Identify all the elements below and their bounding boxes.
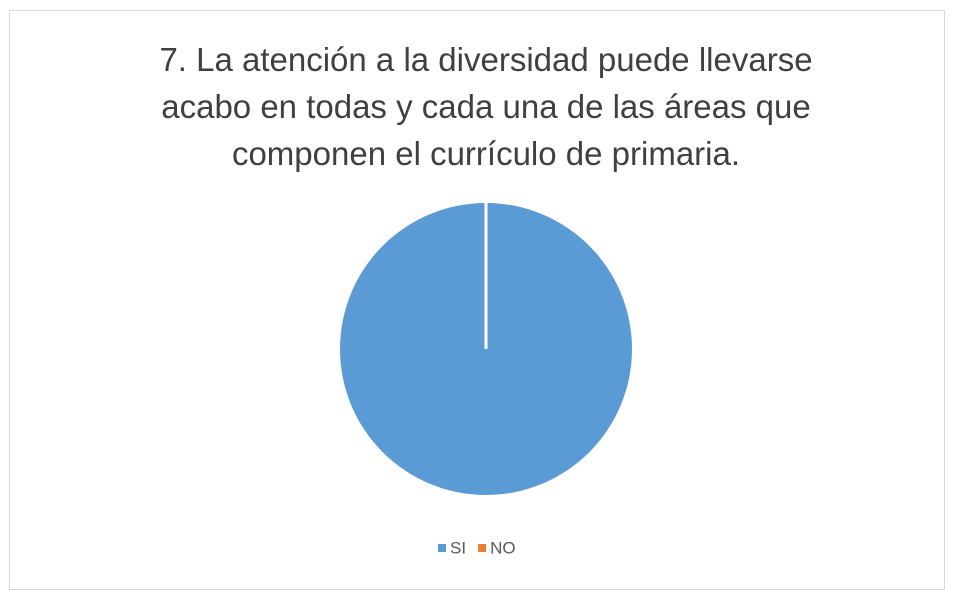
legend-label: NO	[490, 538, 516, 557]
chart-title: 7. La atención a la diversidad puede lle…	[159, 41, 813, 172]
legend-swatch	[438, 544, 446, 552]
legend-label: SI	[450, 538, 466, 557]
legend-swatch	[478, 544, 487, 552]
